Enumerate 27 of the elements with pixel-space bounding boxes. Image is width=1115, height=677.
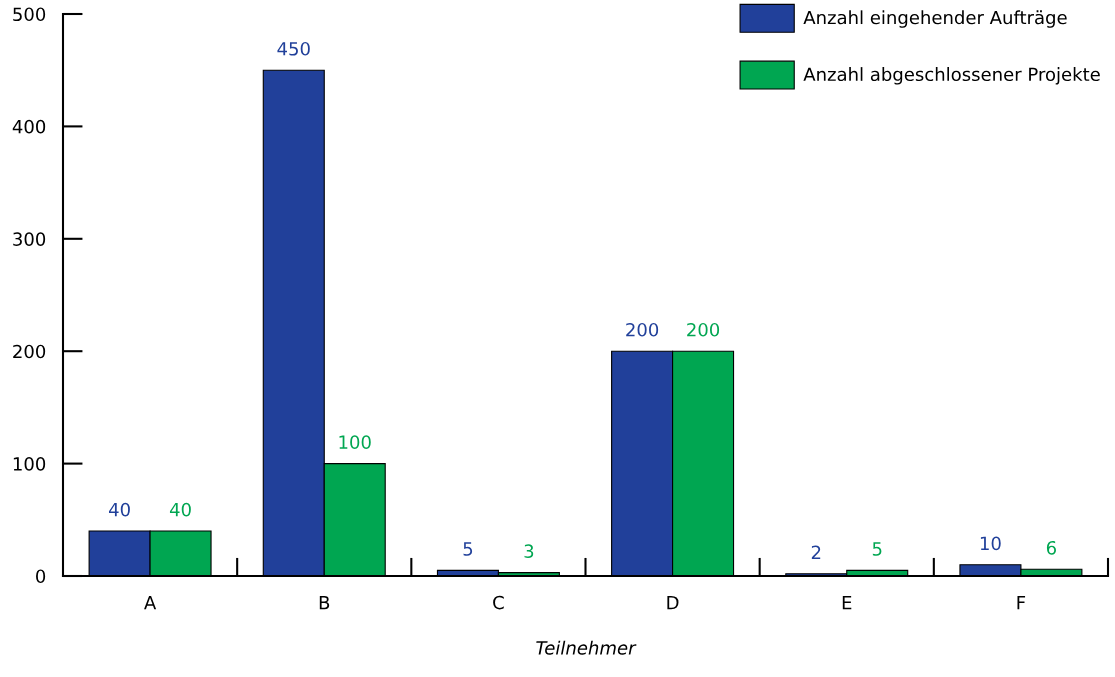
x-tick-label: E — [842, 596, 852, 610]
data-label: 2 — [811, 545, 821, 559]
x-axis-title: Teilnehmer — [536, 640, 637, 655]
data-label: 200 — [687, 322, 720, 337]
data-label: 40 — [109, 502, 130, 517]
x-tick-label: C — [493, 595, 504, 610]
data-label: 200 — [626, 322, 659, 337]
data-label: 5 — [872, 542, 882, 556]
data-label: 3 — [524, 544, 534, 559]
data-label: 40 — [169, 502, 191, 517]
x-tick-label: B — [319, 596, 330, 610]
legend-label: Anzahl eingehender Aufträge — [803, 10, 1067, 28]
y-tick-label: 100 — [13, 457, 46, 471]
y-tick-label: 400 — [12, 119, 46, 134]
y-tick-label: 500 — [13, 7, 46, 22]
data-label: 6 — [1046, 540, 1056, 555]
y-tick-label: 300 — [13, 232, 46, 246]
x-tick-label: F — [1017, 596, 1026, 610]
data-label: 450 — [277, 41, 310, 56]
legend-label: Anzahl abgeschlossener Projekte — [803, 67, 1100, 85]
x-tick-label: D — [667, 596, 679, 610]
data-label: 100 — [339, 435, 371, 449]
y-tick-label: 0 — [36, 569, 46, 584]
x-tick-label: A — [144, 596, 157, 610]
y-tick-label: 200 — [13, 344, 46, 359]
data-label: 5 — [463, 542, 473, 556]
data-label: 10 — [980, 536, 1001, 551]
